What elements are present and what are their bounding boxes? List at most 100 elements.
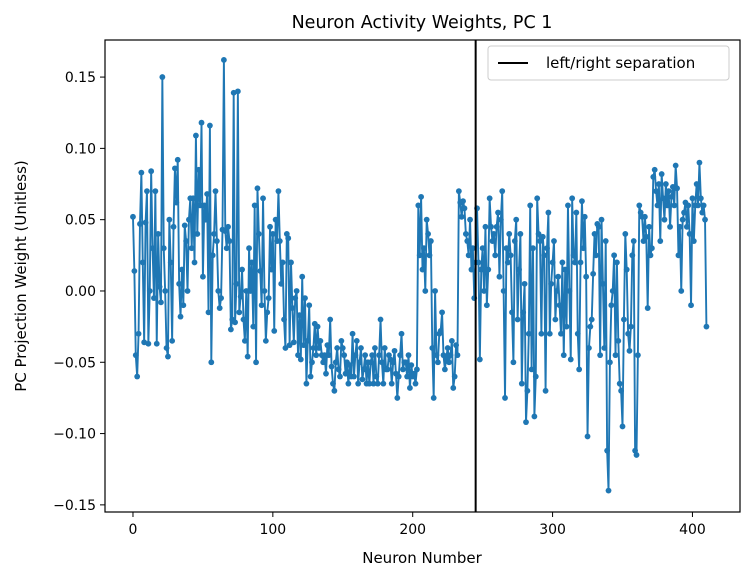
data-point [278,280,285,287]
data-point [556,302,563,309]
data-point [437,328,444,334]
y-tick-label: 0.05 [65,213,96,229]
data-point [255,231,262,237]
data-point [233,280,240,287]
data-point [552,316,559,323]
data-point [618,387,625,394]
data-point [664,202,671,209]
data-point [188,245,195,252]
data-point [373,373,380,380]
data-point [633,452,640,458]
data-point [220,57,227,63]
data-point [650,173,657,180]
data-point [668,193,675,200]
data-point [504,259,511,266]
data-point [492,252,499,259]
data-point [611,252,618,259]
data-point [412,380,419,387]
data-point [241,337,248,344]
data-point [567,356,574,363]
data-point [296,312,303,319]
data-point [545,209,552,216]
data-point [372,345,378,351]
data-point [152,188,159,195]
data-point [544,245,550,252]
data-point [661,216,668,223]
data-point [341,352,348,359]
data-point [569,195,576,202]
data-point [184,288,191,294]
data-point [411,370,418,377]
data-point [226,238,233,244]
data-point [346,362,353,369]
data-point [316,345,322,351]
data-point [227,326,234,333]
data-point [432,288,438,294]
data-point [467,216,473,223]
data-point [488,223,494,230]
data-point [683,223,690,230]
data-point [292,295,299,301]
data-point [506,231,513,237]
data-point [205,309,212,316]
data-point [324,342,331,349]
data-point [427,238,434,244]
data-point [605,487,612,494]
data-point [625,330,632,337]
data-point [174,156,181,163]
data-point [528,366,535,373]
data-point [699,209,706,216]
data-point [183,238,190,244]
data-point [565,202,571,209]
data-point [686,231,693,237]
data-point [537,238,543,244]
x-tick-label: 300 [539,522,566,538]
data-point [204,191,211,197]
data-point [415,202,422,209]
data-point [636,202,643,209]
data-point [240,316,247,323]
data-point [353,337,360,344]
data-point [257,268,264,274]
data-point [674,185,680,192]
y-tick-label: −0.15 [53,498,96,514]
data-point [309,359,315,366]
data-point [531,413,538,420]
data-point [679,216,686,223]
data-point [643,233,650,240]
data-point [239,266,245,273]
data-point [285,235,292,242]
data-point [268,266,275,273]
data-point [306,302,313,309]
data-point [416,252,423,259]
y-tick-label: 0.10 [65,141,96,157]
data-point [615,337,622,344]
y-tick-label: 0.15 [65,70,96,86]
data-point [400,366,406,373]
data-point [335,366,342,373]
data-point [510,359,517,366]
data-point [566,288,573,294]
data-point [672,162,679,169]
data-point [156,283,163,290]
data-point [598,216,605,223]
y-tick-label: −0.10 [53,427,96,443]
data-point [173,199,180,206]
legend-entry-separation: left/right separation [546,54,695,72]
data-point [602,238,609,244]
data-point [586,345,592,351]
data-point [507,252,514,259]
data-point [181,222,188,229]
data-point [271,328,278,334]
data-point [193,132,199,139]
data-point [549,259,556,266]
data-point [475,259,482,266]
data-point [394,395,401,401]
data-point [481,288,487,294]
data-point [380,380,387,387]
data-point [279,259,286,266]
data-point [414,366,420,373]
data-point [665,188,672,195]
data-point [407,385,413,391]
x-tick-label: 0 [129,522,138,538]
